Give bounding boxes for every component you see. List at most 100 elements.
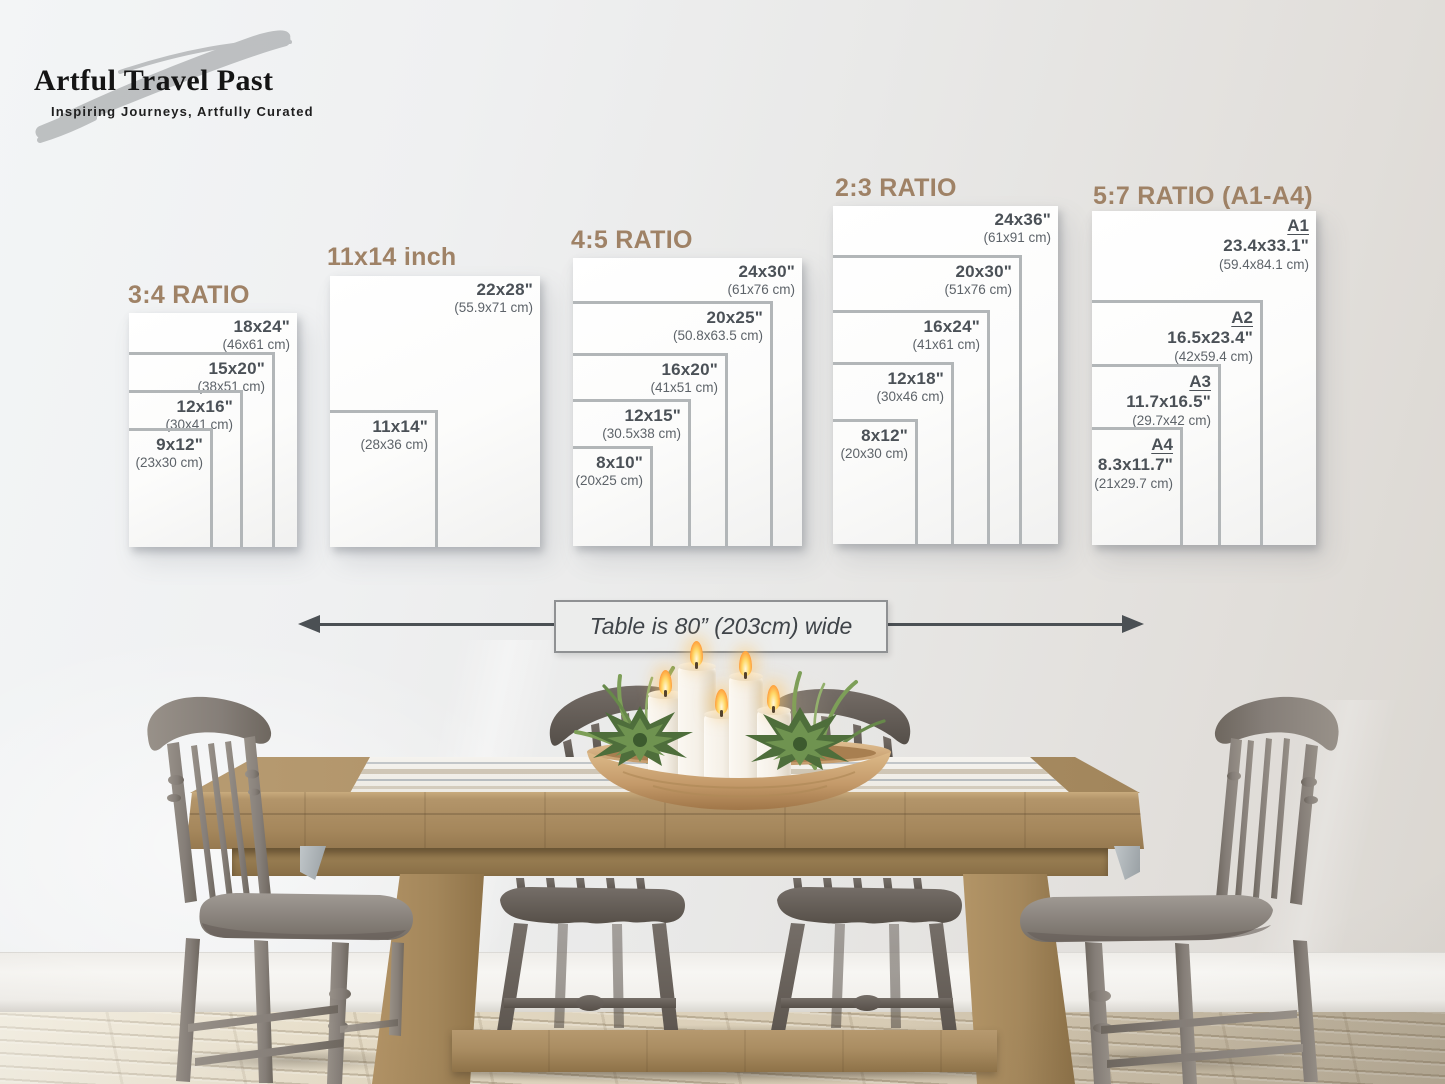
brush-swoosh-icon: [35, 30, 292, 143]
candle-flame: [739, 651, 752, 676]
size-inches: 20x25": [706, 308, 763, 327]
size-inches: 9x12": [156, 435, 203, 454]
size-frame-11x14: 11x14" (28x36 cm): [330, 410, 438, 547]
size-cm: (20x30 cm): [840, 446, 908, 462]
dining-chair-left: [147, 696, 413, 1084]
ratio-title-11x14: 11x14 inch: [327, 243, 457, 271]
size-inches: 18x24": [233, 317, 290, 336]
size-frame-18x24: 18x24" (46x61 cm): [129, 313, 297, 547]
size-chart-poster-2-3: 24x36" (61x91 cm) 20x30" (51x76 cm) 16x24"…: [833, 206, 1058, 544]
size-inches: 12x16": [176, 397, 233, 416]
succulent-plant: [587, 706, 693, 766]
size-cm: (30.5x38 cm): [602, 426, 681, 442]
size-inches: 15x20": [208, 359, 265, 378]
rear-chair-seat-legs: [492, 878, 685, 1064]
size-frame-24x36: 24x36" (61x91 cm): [833, 206, 1058, 544]
size-cm: (20x25 cm): [575, 473, 643, 489]
size-frame-12x15: 12x15" (30.5x38 cm): [573, 399, 691, 546]
size-inches: 12x15": [624, 406, 681, 425]
size-frame-a3: A3 11.7x16.5" (29.7x42 cm): [1092, 364, 1221, 545]
candle-wick: [695, 662, 698, 669]
ratio-title-2-3: 2:3 RATIO: [835, 174, 957, 202]
arrow-right-icon: [1122, 615, 1144, 633]
size-cm: (28x36 cm): [360, 437, 428, 453]
candle-wick: [664, 690, 667, 697]
size-inches: 11.7x16.5": [1126, 392, 1211, 412]
size-frame-8x12: 8x12" (20x30 cm): [833, 419, 918, 544]
size-frame-a1: A1 23.4x33.1" (59.4x84.1 cm): [1092, 211, 1316, 545]
size-inches: 16x24": [923, 317, 980, 336]
size-inches: 8.3x11.7": [1097, 455, 1173, 475]
size-cm: (29.7x42 cm): [1132, 412, 1211, 428]
size-cm: (23x30 cm): [135, 455, 203, 471]
size-inches: 23.4x33.1": [1223, 236, 1309, 256]
size-inches: 8x12": [861, 426, 908, 445]
table-width-text: Table is 80” (203cm) wide: [589, 613, 853, 639]
size-chart-poster-11x14: 22x28" (55.9x71 cm) 11x14" (28x36 cm): [330, 276, 540, 547]
size-cm: (21x29.7 cm): [1094, 475, 1173, 491]
size-frame-20x30: 20x30" (51x76 cm): [833, 255, 1022, 544]
wooden-bowl: [587, 752, 891, 810]
size-inches: 24x30": [738, 262, 795, 281]
baseboard: [0, 952, 1445, 1013]
brand-logo: Artful Travel Past Inspiring Journeys, A…: [30, 28, 360, 150]
candle-wick: [744, 672, 747, 679]
size-cm: (61x76 cm): [727, 282, 795, 298]
size-frame-16x24: 16x24" (41x61 cm): [833, 310, 990, 544]
size-inches: 16x20": [661, 360, 718, 379]
ratio-title-5-7: 5:7 RATIO (A1-A4): [1093, 182, 1313, 210]
size-cm: (50.8x63.5 cm): [672, 328, 763, 344]
size-chart-poster-3-4: 18x24" (46x61 cm) 15x20" (38x51 cm) 12x16"…: [129, 313, 297, 547]
size-cm: (46x61 cm): [222, 337, 290, 353]
size-inches: 12x18": [887, 369, 944, 388]
size-frame-9x12: 9x12" (23x30 cm): [129, 428, 213, 547]
size-inches: 16.5x23.4": [1167, 328, 1253, 348]
table-stretcher-beam: [452, 1030, 997, 1072]
size-cm: (30x46 cm): [876, 389, 944, 405]
size-cm: (59.4x84.1 cm): [1218, 256, 1309, 272]
size-inches: 22x28": [476, 280, 533, 299]
candle-flame: [659, 670, 672, 695]
candle-flame: [767, 685, 780, 710]
size-frame-16x20: 16x20" (41x51 cm): [573, 353, 728, 546]
size-cm: (42x59.4 cm): [1174, 348, 1253, 364]
size-inches: 8x10": [596, 453, 643, 472]
size-frame-22x28: 22x28" (55.9x71 cm): [330, 276, 540, 547]
candle-flame: [715, 689, 728, 714]
size-cm: (61x91 cm): [983, 230, 1051, 246]
brand-name: Artful Travel Past: [34, 64, 274, 97]
candle-wick: [720, 710, 723, 717]
size-frame-24x30: 24x30" (61x76 cm): [573, 258, 802, 546]
succulent-plant: [745, 707, 855, 770]
candle-wick: [772, 706, 775, 713]
size-chart-poster-5-7: A1 23.4x33.1" (59.4x84.1 cm) A2 16.5x23.4"(…: [1092, 211, 1316, 545]
size-cm: (41x51 cm): [650, 380, 718, 396]
table-apron: [232, 848, 1108, 876]
size-frame-8x10: 8x10" (20x25 cm): [573, 446, 653, 546]
size-cm: (55.9x71 cm): [454, 300, 533, 316]
paper-size-label: A2: [1231, 308, 1253, 327]
size-frame-15x20: 15x20" (38x51 cm): [129, 352, 275, 547]
candle-flame: [690, 641, 703, 666]
size-chart-poster-4-5: 24x30" (61x76 cm) 20x25" (50.8x63.5 cm) 16…: [573, 258, 802, 546]
size-frame-20x25: 20x25" (50.8x63.5 cm): [573, 301, 773, 546]
paper-size-label: A4: [1151, 435, 1173, 454]
size-inches: 11x14": [372, 417, 428, 436]
size-frame-12x18: 12x18" (30x46 cm): [833, 362, 954, 544]
size-frame-a2: A2 16.5x23.4" (42x59.4 cm): [1092, 300, 1263, 545]
rear-chair-seat-legs: [765, 878, 962, 1064]
size-cm: (51x76 cm): [944, 282, 1012, 298]
dining-chair-right: [1020, 696, 1339, 1084]
ratio-title-3-4: 3:4 RATIO: [128, 281, 250, 309]
paper-size-label: A1: [1287, 216, 1309, 235]
size-cm: (41x61 cm): [912, 337, 980, 353]
brand-tagline: Inspiring Journeys, Artfully Curated: [51, 104, 314, 119]
size-inches: 20x30": [955, 262, 1012, 281]
table-width-label: Table is 80” (203cm) wide: [554, 600, 888, 653]
size-inches: 24x36": [994, 210, 1051, 229]
arrow-left-icon: [298, 615, 320, 633]
paper-size-label: A3: [1189, 372, 1211, 391]
size-frame-a4: A4 8.3x11.7" (21x29.7 cm): [1092, 427, 1183, 545]
ratio-title-4-5: 4:5 RATIO: [571, 226, 693, 254]
